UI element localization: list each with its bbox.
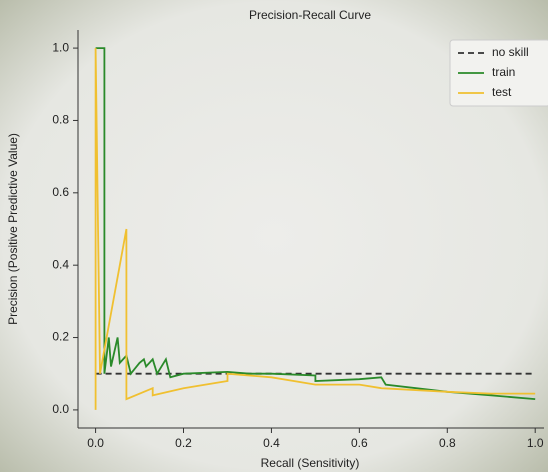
series-line xyxy=(94,48,536,410)
x-tick-label: 0.0 xyxy=(87,436,104,450)
y-tick-label: 0.4 xyxy=(52,257,69,271)
legend-label: train xyxy=(492,65,515,79)
y-tick-label: 0.8 xyxy=(52,113,69,127)
x-tick-label: 0.6 xyxy=(351,436,368,450)
legend-label: test xyxy=(492,85,512,99)
y-tick-label: 0.0 xyxy=(52,402,69,416)
chart-title: Precision-Recall Curve xyxy=(249,8,371,22)
x-tick-label: 0.8 xyxy=(439,436,456,450)
y-tick-label: 1.0 xyxy=(52,40,69,54)
x-tick-label: 0.4 xyxy=(263,436,280,450)
x-axis-label: Recall (Sensitivity) xyxy=(261,456,360,470)
x-tick-label: 1.0 xyxy=(527,436,544,450)
series-line xyxy=(95,47,536,400)
legend-box xyxy=(449,39,548,107)
y-tick-label: 0.2 xyxy=(52,330,69,344)
x-tick-label: 0.2 xyxy=(175,436,192,450)
y-tick-label: 0.6 xyxy=(52,185,69,199)
y-axis-label: Precision (Positive Predictive Value) xyxy=(6,133,20,325)
legend-label: no skill xyxy=(492,45,529,59)
